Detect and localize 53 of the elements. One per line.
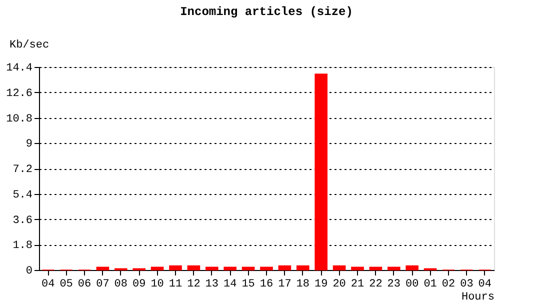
x-tick-label: 13: [205, 278, 218, 290]
bar: [278, 265, 292, 270]
x-tick-label: 03: [460, 278, 474, 290]
x-tick-label: 19: [314, 278, 328, 290]
x-tick-label: 14: [224, 278, 238, 290]
x-tick-label: 21: [350, 278, 364, 290]
bar: [150, 266, 164, 270]
x-tick-label: 15: [242, 278, 255, 290]
chart-title: Incoming articles (size): [180, 5, 353, 19]
y-axis-title: Kb/sec: [10, 40, 50, 52]
x-tick-label: 02: [442, 278, 456, 290]
y-tick-label: 14.4: [6, 62, 33, 74]
x-tick-label: 11: [168, 278, 182, 290]
x-tick-label: 12: [187, 278, 200, 290]
x-tick-label: 01: [424, 278, 438, 290]
bar: [224, 266, 236, 270]
x-tick-label: 08: [114, 278, 128, 290]
x-tick-label: 20: [332, 278, 346, 290]
bar: [206, 266, 218, 270]
bar: [187, 265, 200, 270]
x-tick-label: 23: [387, 278, 400, 290]
x-tick-label: 10: [150, 278, 164, 290]
bar: [388, 266, 400, 270]
y-tick-label: 9: [26, 138, 32, 151]
x-tick-label: 09: [132, 278, 146, 290]
bar: [332, 265, 346, 270]
bar: [296, 265, 310, 270]
x-tick-label: 22: [369, 278, 382, 290]
x-tick-label: 16: [260, 278, 274, 290]
x-tick-label: 05: [60, 278, 73, 290]
bar: [369, 266, 382, 270]
y-tick-label: 5.4: [12, 189, 33, 202]
bar: [351, 266, 364, 270]
bar: [169, 265, 182, 270]
y-tick-label: 0: [26, 266, 32, 278]
bar: [242, 266, 255, 270]
y-tick-label: 1.8: [12, 240, 32, 252]
x-tick-label: 04: [478, 278, 492, 290]
x-tick-label: 18: [296, 278, 310, 290]
x-tick-label: 17: [278, 278, 292, 290]
bar: [406, 265, 418, 270]
x-tick-label: 07: [96, 278, 110, 290]
y-tick-label: 10.8: [6, 113, 32, 126]
bar: [96, 266, 110, 270]
x-tick-label: 06: [78, 278, 92, 290]
x-axis-title: Hours: [461, 292, 494, 300]
y-tick-label: 3.6: [12, 214, 32, 227]
y-tick-label: 7.2: [12, 164, 32, 176]
x-tick-label: 00: [406, 278, 419, 290]
x-tick-label: 04: [42, 278, 56, 290]
bar: [314, 74, 328, 270]
bar: [260, 266, 273, 270]
y-tick-label: 12.6: [6, 88, 32, 100]
